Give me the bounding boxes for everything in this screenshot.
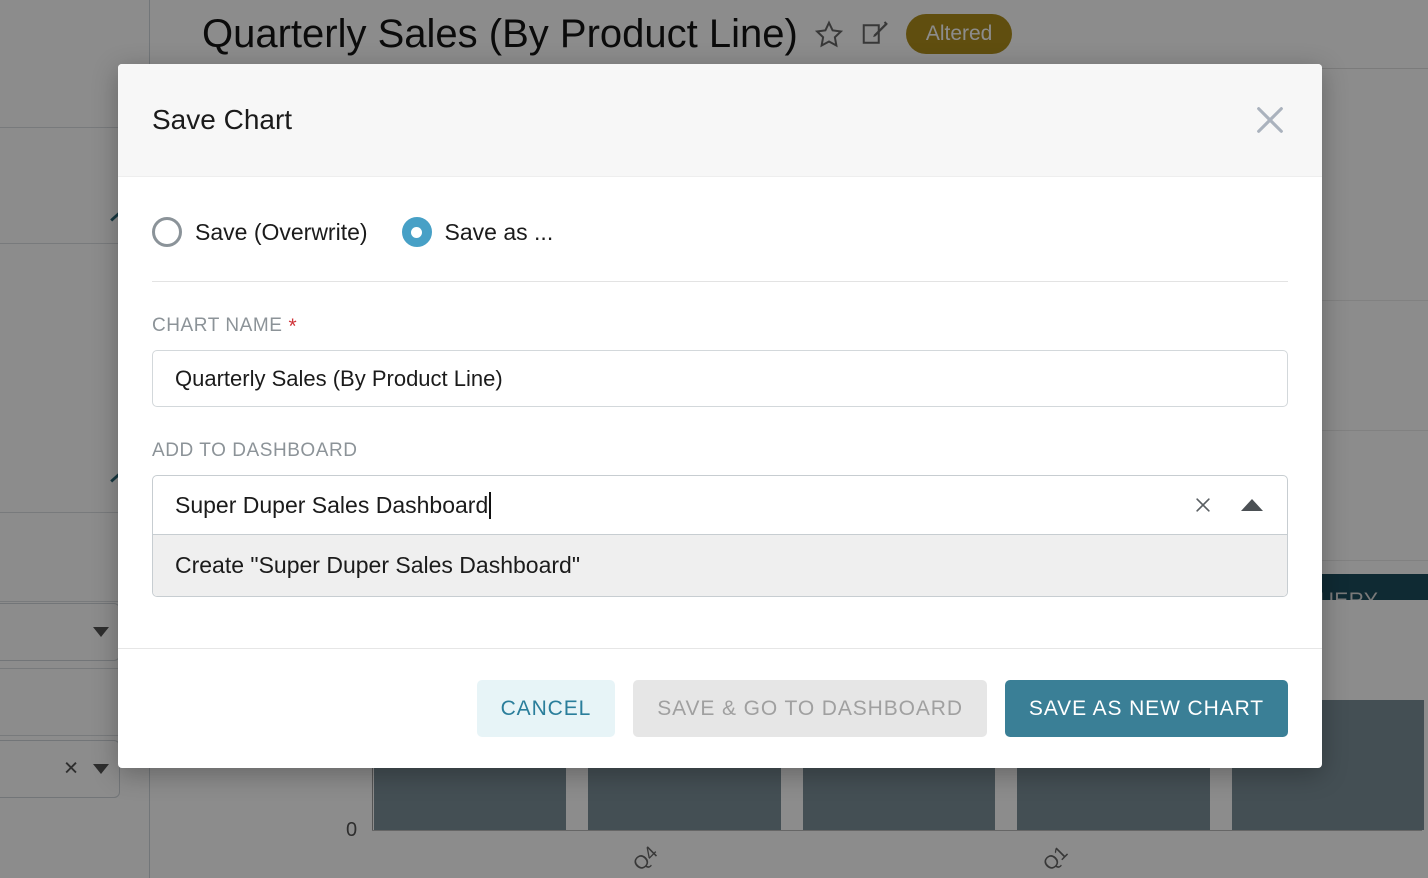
edit-pencil-icon[interactable]	[860, 19, 890, 49]
dashboard-option-create[interactable]: Create "Super Duper Sales Dashboard"	[153, 535, 1287, 596]
radio-mark-icon	[401, 217, 432, 247]
panel-select[interactable]	[0, 603, 120, 661]
star-icon[interactable]	[814, 19, 844, 49]
chart-name-label-text: CHART NAME	[152, 315, 283, 336]
x-axis-line	[372, 830, 1422, 831]
required-asterisk: *	[288, 314, 298, 338]
panel-divider	[0, 127, 150, 128]
y-axis-tick-0: 0	[346, 819, 358, 841]
x-axis-tick-label: Q4	[629, 842, 663, 876]
radio-mark-icon	[152, 217, 182, 247]
radio-save-overwrite-label: Save (Overwrite)	[195, 218, 368, 245]
save-as-new-chart-button[interactable]: SAVE AS NEW CHART	[1004, 680, 1288, 737]
y-axis-line	[372, 721, 373, 831]
add-to-dashboard-label: ADD TO DASHBOARD	[152, 440, 1288, 462]
dashboard-select-value-text: Super Duper Sales Dashboard	[175, 491, 489, 518]
panel-select[interactable]: ✕	[0, 740, 120, 798]
cancel-button[interactable]: CANCEL	[476, 680, 616, 737]
save-chart-modal: Save Chart Save (Overwrite) Save as ... …	[118, 64, 1322, 768]
chart-name-input[interactable]	[152, 350, 1288, 407]
modal-body: Save (Overwrite) Save as ... CHART NAME …	[118, 177, 1322, 648]
dashboard-select-control[interactable]: Super Duper Sales Dashboard	[152, 475, 1288, 535]
save-mode-radio-group: Save (Overwrite) Save as ...	[152, 217, 1288, 247]
panel-divider	[0, 601, 150, 602]
panel-divider	[0, 243, 150, 244]
radio-save-as[interactable]: Save as ...	[401, 217, 554, 247]
page-title: Quarterly Sales (By Product Line)	[202, 12, 798, 56]
dashboard-select-value: Super Duper Sales Dashboard	[175, 491, 491, 519]
chevron-down-icon	[93, 764, 109, 774]
add-to-dashboard-label-text: ADD TO DASHBOARD	[152, 440, 358, 461]
radio-save-as-label: Save as ...	[444, 218, 554, 245]
close-x-icon[interactable]: ✕	[63, 758, 79, 780]
close-icon[interactable]	[1248, 98, 1292, 142]
panel-divider	[0, 512, 150, 513]
chevron-down-icon	[93, 627, 109, 637]
chevron-up-icon[interactable]	[1241, 499, 1263, 511]
status-badge: Altered	[905, 14, 1013, 54]
dashboard-select: Super Duper Sales Dashboard Create "Supe…	[152, 475, 1288, 597]
chart-header: Quarterly Sales (By Product Line) Altere…	[150, 0, 1428, 68]
dashboard-select-menu: Create "Super Duper Sales Dashboard"	[152, 535, 1288, 597]
text-cursor	[489, 491, 491, 519]
radio-save-overwrite[interactable]: Save (Overwrite)	[152, 217, 368, 247]
chart-name-label: CHART NAME *	[152, 315, 1288, 337]
save-and-go-to-dashboard-button[interactable]: SAVE & GO TO DASHBOARD	[633, 680, 987, 737]
panel-divider	[0, 668, 150, 669]
modal-header: Save Chart	[118, 64, 1322, 177]
section-divider	[152, 281, 1288, 282]
modal-title: Save Chart	[152, 104, 293, 135]
modal-footer: CANCEL SAVE & GO TO DASHBOARD SAVE AS NE…	[118, 648, 1322, 768]
panel-divider	[0, 735, 150, 736]
clear-selection-icon[interactable]	[1191, 493, 1215, 517]
x-axis-tick-label: Q1	[1039, 842, 1073, 876]
